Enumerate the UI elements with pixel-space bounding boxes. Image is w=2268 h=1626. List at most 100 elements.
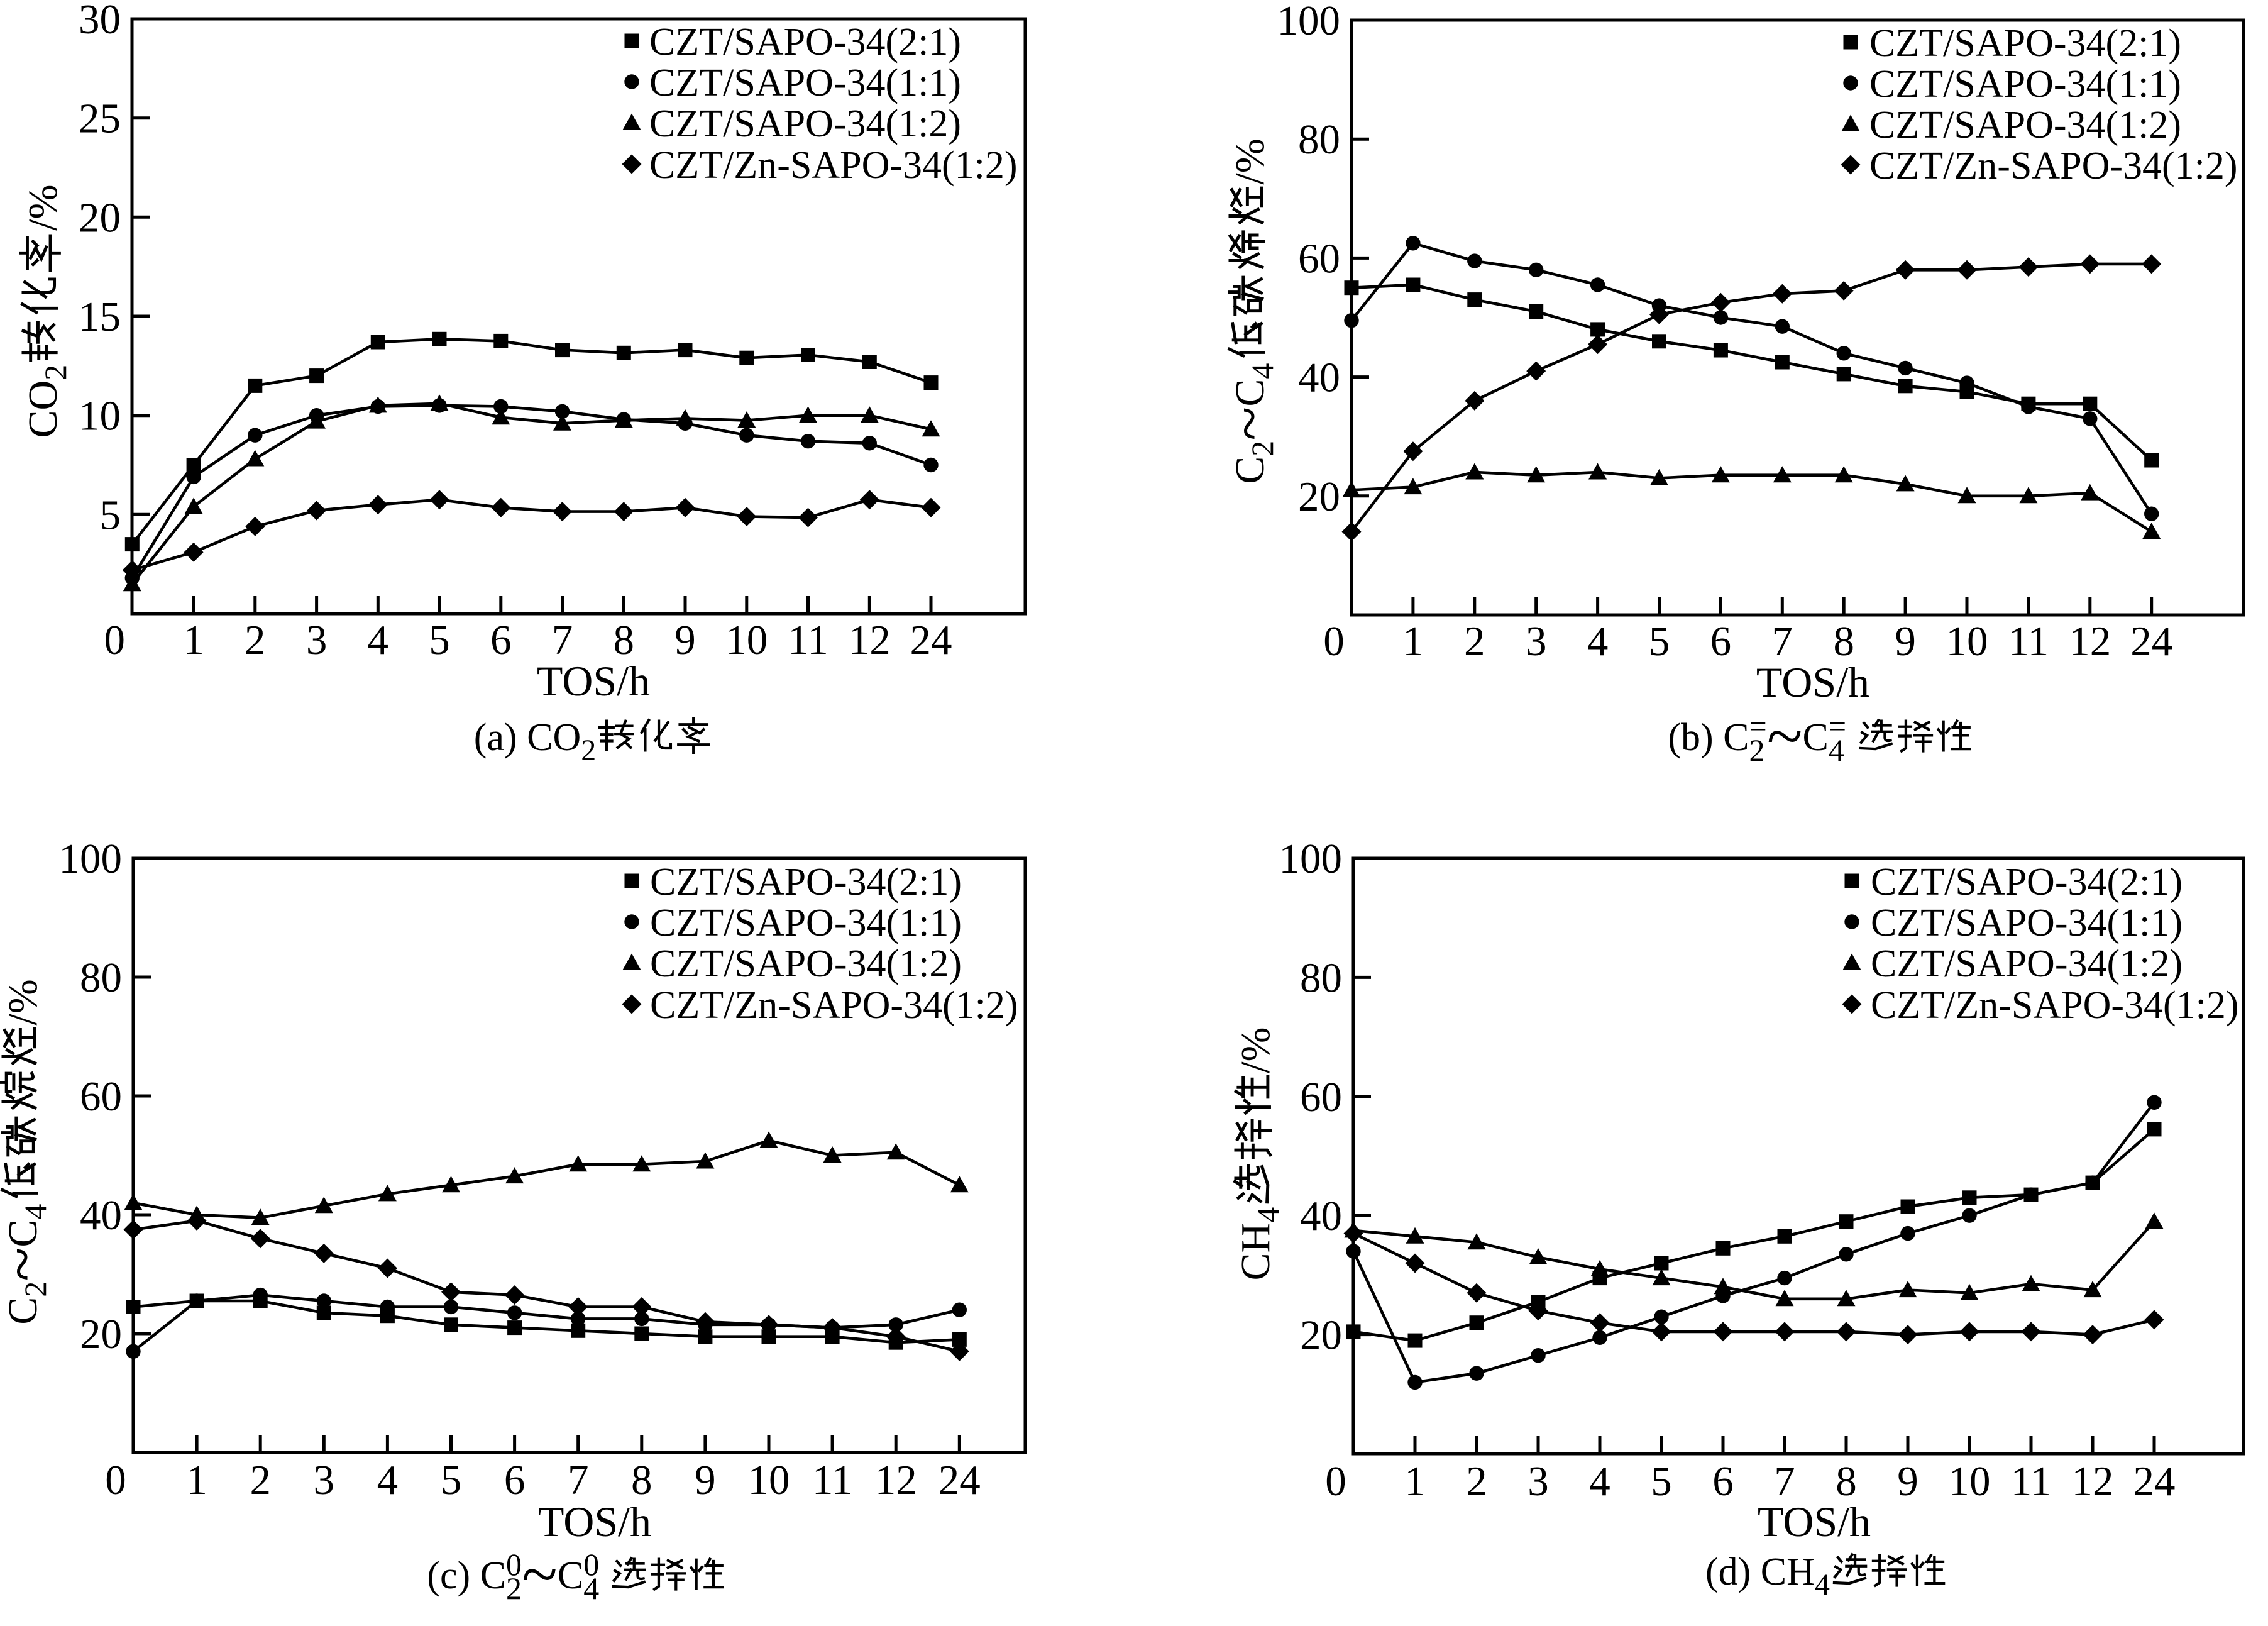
svg-text:80: 80 — [1300, 954, 1342, 1001]
svg-text:11: 11 — [2008, 618, 2049, 665]
svg-text:4: 4 — [1829, 733, 1844, 768]
svg-text:10: 10 — [1949, 1458, 1991, 1505]
svg-text:40: 40 — [80, 1192, 122, 1239]
svg-text:/%: /% — [1233, 1027, 1279, 1073]
svg-text:5: 5 — [429, 617, 450, 663]
svg-text:8: 8 — [1836, 1458, 1857, 1505]
svg-text:6: 6 — [1712, 1458, 1734, 1505]
svg-text:TOS/h: TOS/h — [538, 1498, 651, 1546]
svg-text:C: C — [1803, 716, 1829, 759]
svg-text:6: 6 — [1710, 618, 1732, 665]
svg-text:9: 9 — [674, 617, 696, 663]
svg-text:10: 10 — [748, 1457, 790, 1503]
svg-text:11: 11 — [2011, 1458, 2052, 1505]
svg-text:20: 20 — [1298, 473, 1340, 520]
svg-text:(c) C: (c) C — [427, 1554, 506, 1597]
svg-text:(b) C: (b) C — [1668, 716, 1749, 759]
svg-text:7: 7 — [568, 1457, 589, 1503]
svg-text:25: 25 — [79, 96, 121, 142]
svg-text:=: = — [1749, 709, 1767, 744]
svg-text:4: 4 — [368, 617, 389, 663]
svg-text:~: ~ — [0, 1247, 57, 1281]
svg-text:9: 9 — [1897, 1458, 1918, 1505]
svg-text:CZT/SAPO-34(2:1): CZT/SAPO-34(2:1) — [1869, 22, 2181, 65]
svg-text:0: 0 — [583, 1547, 599, 1582]
svg-text:CZT/Zn-SAPO-34(1:2): CZT/Zn-SAPO-34(1:2) — [649, 144, 1018, 187]
svg-text:C: C — [0, 1297, 46, 1325]
svg-text:15: 15 — [79, 294, 121, 340]
svg-text:30: 30 — [79, 0, 121, 43]
svg-text:CZT/SAPO-34(1:1): CZT/SAPO-34(1:1) — [1871, 902, 2183, 944]
svg-text:2: 2 — [1464, 618, 1485, 665]
svg-text:1: 1 — [1404, 1458, 1426, 1505]
svg-text:2: 2 — [18, 1281, 53, 1297]
svg-text:4: 4 — [1245, 363, 1280, 379]
svg-text:1: 1 — [1402, 618, 1424, 665]
svg-text:4: 4 — [377, 1457, 399, 1503]
svg-text:40: 40 — [1298, 355, 1340, 401]
svg-text:0: 0 — [105, 1457, 126, 1503]
svg-text:5: 5 — [1651, 1458, 1672, 1505]
svg-text:~: ~ — [522, 1537, 558, 1611]
svg-text:3: 3 — [314, 1457, 335, 1503]
svg-text:60: 60 — [80, 1073, 122, 1120]
svg-text:8: 8 — [1833, 618, 1854, 665]
svg-text:C: C — [1227, 456, 1273, 484]
svg-text:TOS/h: TOS/h — [537, 657, 650, 705]
svg-text:3: 3 — [306, 617, 328, 663]
svg-text:11: 11 — [812, 1457, 853, 1503]
svg-text:12: 12 — [849, 617, 891, 663]
svg-text:8: 8 — [631, 1457, 652, 1503]
svg-text:12: 12 — [875, 1457, 917, 1503]
svg-text:11: 11 — [788, 617, 828, 663]
svg-text:100: 100 — [1279, 836, 1343, 882]
svg-text:7: 7 — [552, 617, 573, 663]
svg-text:2: 2 — [581, 734, 596, 767]
svg-text:60: 60 — [1300, 1074, 1342, 1120]
svg-text:5: 5 — [441, 1457, 462, 1503]
svg-text:6: 6 — [504, 1457, 526, 1503]
svg-text:/%: /% — [1227, 138, 1273, 184]
svg-text:6: 6 — [490, 617, 512, 663]
svg-text:8: 8 — [614, 617, 635, 663]
svg-text:20: 20 — [80, 1311, 122, 1358]
svg-text:CZT/SAPO-34(2:1): CZT/SAPO-34(2:1) — [650, 861, 962, 904]
svg-text:CZT/Zn-SAPO-34(1:2): CZT/Zn-SAPO-34(1:2) — [650, 984, 1018, 1027]
svg-text:80: 80 — [1298, 116, 1340, 163]
svg-text:4: 4 — [18, 1204, 53, 1220]
svg-text:CZT/SAPO-34(1:1): CZT/SAPO-34(1:1) — [649, 62, 961, 104]
svg-text:2: 2 — [1245, 441, 1280, 456]
svg-text:24: 24 — [939, 1457, 981, 1503]
svg-text:80: 80 — [80, 954, 122, 1001]
svg-text:5: 5 — [100, 492, 121, 538]
svg-text:/%: /% — [20, 184, 66, 230]
svg-text:9: 9 — [1895, 618, 1916, 665]
svg-text:2: 2 — [1749, 733, 1765, 768]
svg-text:(a) CO: (a) CO — [474, 716, 581, 759]
svg-text:C: C — [1227, 379, 1273, 407]
svg-text:CZT/SAPO-34(1:2): CZT/SAPO-34(1:2) — [649, 102, 961, 145]
svg-text:0: 0 — [506, 1547, 522, 1582]
svg-text:2: 2 — [250, 1457, 271, 1503]
svg-text:~: ~ — [1214, 407, 1284, 441]
svg-text:60: 60 — [1298, 235, 1340, 282]
svg-text:100: 100 — [59, 836, 123, 882]
svg-text:0: 0 — [104, 617, 126, 663]
svg-text:10: 10 — [1946, 618, 1988, 665]
svg-text:24: 24 — [910, 617, 952, 663]
svg-text:1: 1 — [186, 1457, 207, 1503]
svg-text:10: 10 — [79, 393, 121, 440]
svg-text:CZT/SAPO-34(1:1): CZT/SAPO-34(1:1) — [1869, 63, 2181, 106]
svg-text:CZT/SAPO-34(1:2): CZT/SAPO-34(1:2) — [650, 943, 962, 985]
svg-text:24: 24 — [2130, 618, 2172, 665]
svg-text:/%: /% — [0, 979, 46, 1025]
svg-text:0: 0 — [1323, 618, 1345, 665]
svg-text:4: 4 — [583, 1571, 599, 1606]
svg-text:CZT/SAPO-34(2:1): CZT/SAPO-34(2:1) — [649, 21, 961, 64]
svg-text:20: 20 — [1300, 1312, 1342, 1359]
svg-text:2: 2 — [506, 1571, 522, 1606]
svg-text:2: 2 — [1466, 1458, 1487, 1505]
svg-text:10: 10 — [725, 617, 768, 663]
svg-text:0: 0 — [1325, 1458, 1346, 1505]
svg-text:CZT/SAPO-34(1:1): CZT/SAPO-34(1:1) — [650, 902, 962, 944]
